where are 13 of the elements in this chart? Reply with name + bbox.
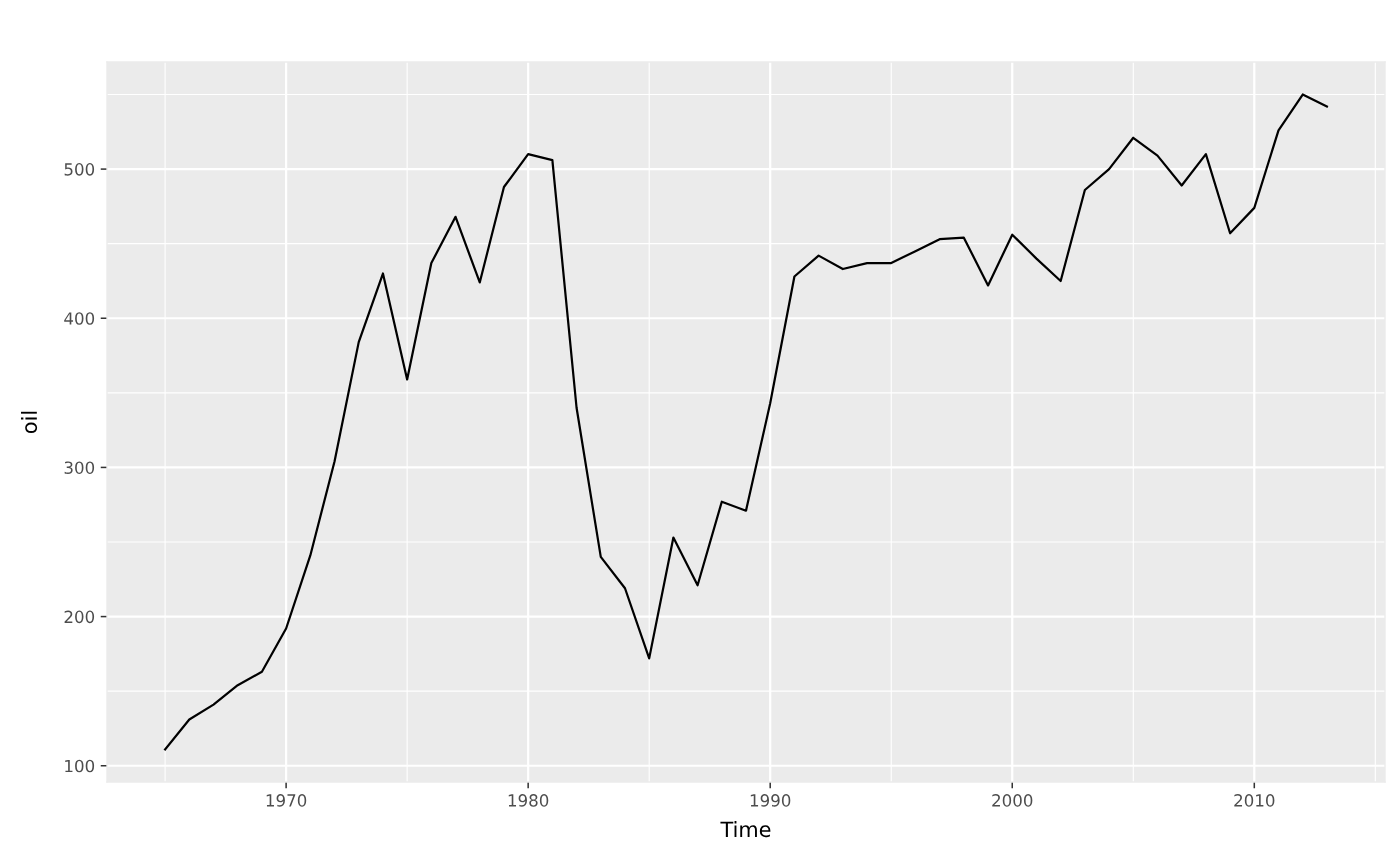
- x-tick-label: 1990: [750, 794, 791, 807]
- y-tick-label: 200: [64, 610, 95, 624]
- line-series: [163, 93, 1329, 751]
- y-tick-label: 500: [64, 163, 95, 176]
- y-tick-label: 100: [65, 759, 95, 773]
- y-tick-label: 300: [64, 461, 95, 474]
- x-tick-label: 1980: [508, 794, 549, 807]
- x-tick-label: 1970: [266, 794, 307, 807]
- x-axis-title: Time: [720, 821, 771, 838]
- x-tick-label: 2000: [992, 794, 1033, 807]
- x-tick-label: 2010: [1234, 794, 1275, 807]
- y-tick-label: 400: [64, 312, 95, 325]
- y-axis-title: oil: [21, 411, 38, 434]
